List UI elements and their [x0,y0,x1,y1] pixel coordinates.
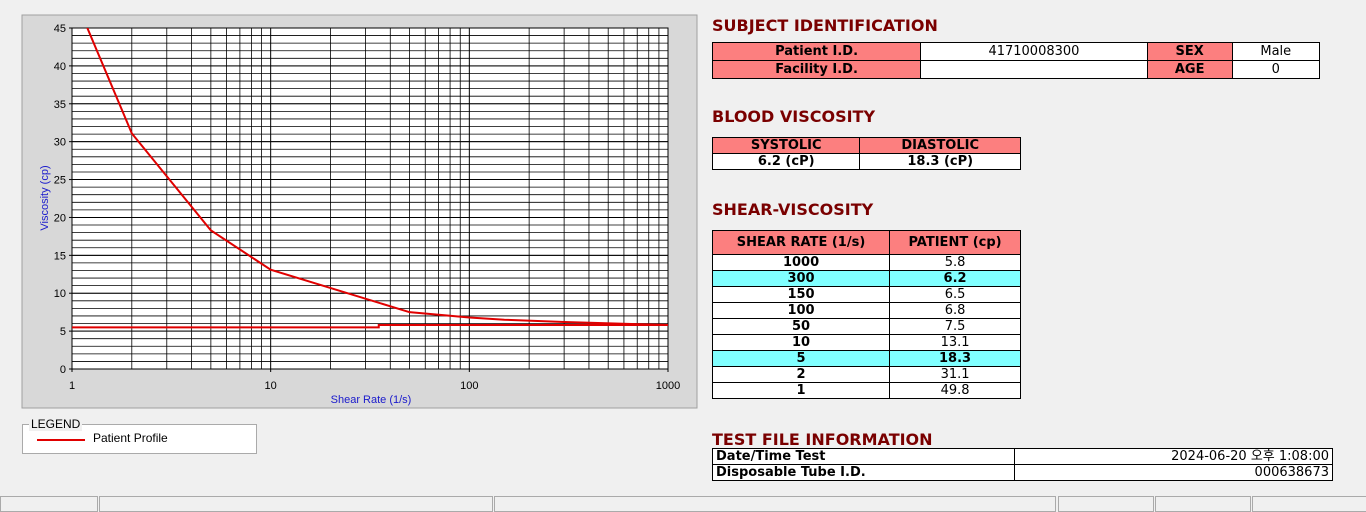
shear-rate-cell: 150 [711,286,891,303]
x-axis-label: Shear Rate (1/s) [331,394,412,406]
x-tick-label: 100 [460,380,478,392]
value-cell: 6.2 (cP) [711,153,861,170]
section-title: SUBJECT IDENTIFICATION [712,16,938,35]
shear-rate-cell: 1000 [711,254,891,271]
section-title: SHEAR-VISCOSITY [712,200,874,219]
shear-rate-cell: 5 [711,350,891,367]
y-tick-label: 10 [54,288,66,300]
plot-border [71,27,669,370]
viscosity-cell: 31.1 [889,366,1021,383]
viscosity-cell: 6.5 [889,286,1021,303]
value-cell: 18.3 (cP) [859,153,1021,170]
blood-table: SYSTOLIC DIASTOLIC 6.2 (cP) 18.3 (cP) [711,137,1021,170]
header-cell: PATIENT (cp) [889,230,1021,255]
field-label: Disposable Tube I.D. [711,464,1016,481]
status-bar-pane [0,496,98,512]
y-tick-label: 20 [54,212,66,224]
header-cell: SHEAR RATE (1/s) [711,230,891,255]
table-row: 5 18.3 [711,350,1021,367]
table-row: 1 49.8 [711,382,1021,399]
y-tick-label: 40 [54,61,66,73]
shear-rate-cell: 10 [711,334,891,351]
y-tick-label: 0 [60,364,66,376]
viscosity-cell: 6.2 [889,270,1021,287]
field-value: Male [1231,42,1321,61]
table-row: 2 31.1 [711,366,1021,383]
table-row: 100 6.8 [711,302,1021,319]
field-label: AGE [1146,60,1233,79]
data-line [86,28,668,327]
chart: Shear Rate (1/s) Viscosity (cp) 0 5 10 15 20… [21,14,698,409]
field-value: 000638673 [1014,464,1333,481]
y-tick-label: 5 [60,326,66,338]
table-row: 10 13.1 [711,334,1021,351]
viscosity-cell: 49.8 [889,382,1021,399]
y-tick-label: 25 [54,175,66,187]
data-line [72,324,668,329]
legend: LEGEND Patient Profile [22,417,257,454]
shear-rate-cell: 50 [711,318,891,335]
viscosity-cell: 6.8 [889,302,1021,319]
y-tick-label: 15 [54,250,66,262]
shear-rate-cell: 1 [711,382,891,399]
subject-table: Patient I.D. 41710008300 SEX Male Facility… [711,42,1321,79]
x-tick-label: 1000 [656,380,680,392]
viscosity-cell: 18.3 [889,350,1021,367]
status-bar-pane [1155,496,1251,512]
header-cell: SYSTOLIC [711,137,861,154]
field-value: 41710008300 [920,42,1148,61]
field-label: Patient I.D. [711,42,922,61]
viscosity-cell: 5.8 [889,254,1021,271]
viscosity-cell: 7.5 [889,318,1021,335]
shear-table: SHEAR RATE (1/s) PATIENT (cp) 1000 5.8 300 6… [711,230,1021,399]
x-tick-label: 1 [69,380,75,392]
field-label: SEX [1146,42,1233,61]
table-row: 300 6.2 [711,270,1021,287]
viscosity-cell: 13.1 [889,334,1021,351]
shear-rate-cell: 100 [711,302,891,319]
header-cell: DIASTOLIC [859,137,1021,154]
legend-swatch [37,439,85,441]
y-axis-label: Viscosity (cp) [39,165,51,230]
section-title: TEST FILE INFORMATION [712,430,933,449]
field-value [920,60,1148,79]
y-tick-label: 45 [54,23,66,35]
status-bar-pane [99,496,493,512]
field-value: 2024-06-20 오후 1:08:00 [1014,448,1333,465]
table-row: 1000 5.8 [711,254,1021,271]
table-row: 50 7.5 [711,318,1021,335]
field-label: Facility I.D. [711,60,922,79]
field-label: Date/Time Test [711,448,1016,465]
shear-rate-cell: 300 [711,270,891,287]
y-tick-label: 30 [54,137,66,149]
legend-entry: Patient Profile [93,431,168,445]
table-row: 150 6.5 [711,286,1021,303]
test-file-table: Date/Time Test 2024-06-20 오후 1:08:00 Disp… [711,448,1333,481]
section-title: BLOOD VISCOSITY [712,107,876,126]
status-bar-pane [1058,496,1154,512]
status-bar-pane [1252,496,1366,512]
x-tick-label: 10 [265,380,277,392]
legend-title: LEGEND [29,417,83,431]
field-value: 0 [1231,60,1321,79]
plot-area [72,28,668,369]
y-tick-label: 35 [54,99,66,111]
shear-rate-cell: 2 [711,366,891,383]
status-bar-pane [494,496,1056,512]
